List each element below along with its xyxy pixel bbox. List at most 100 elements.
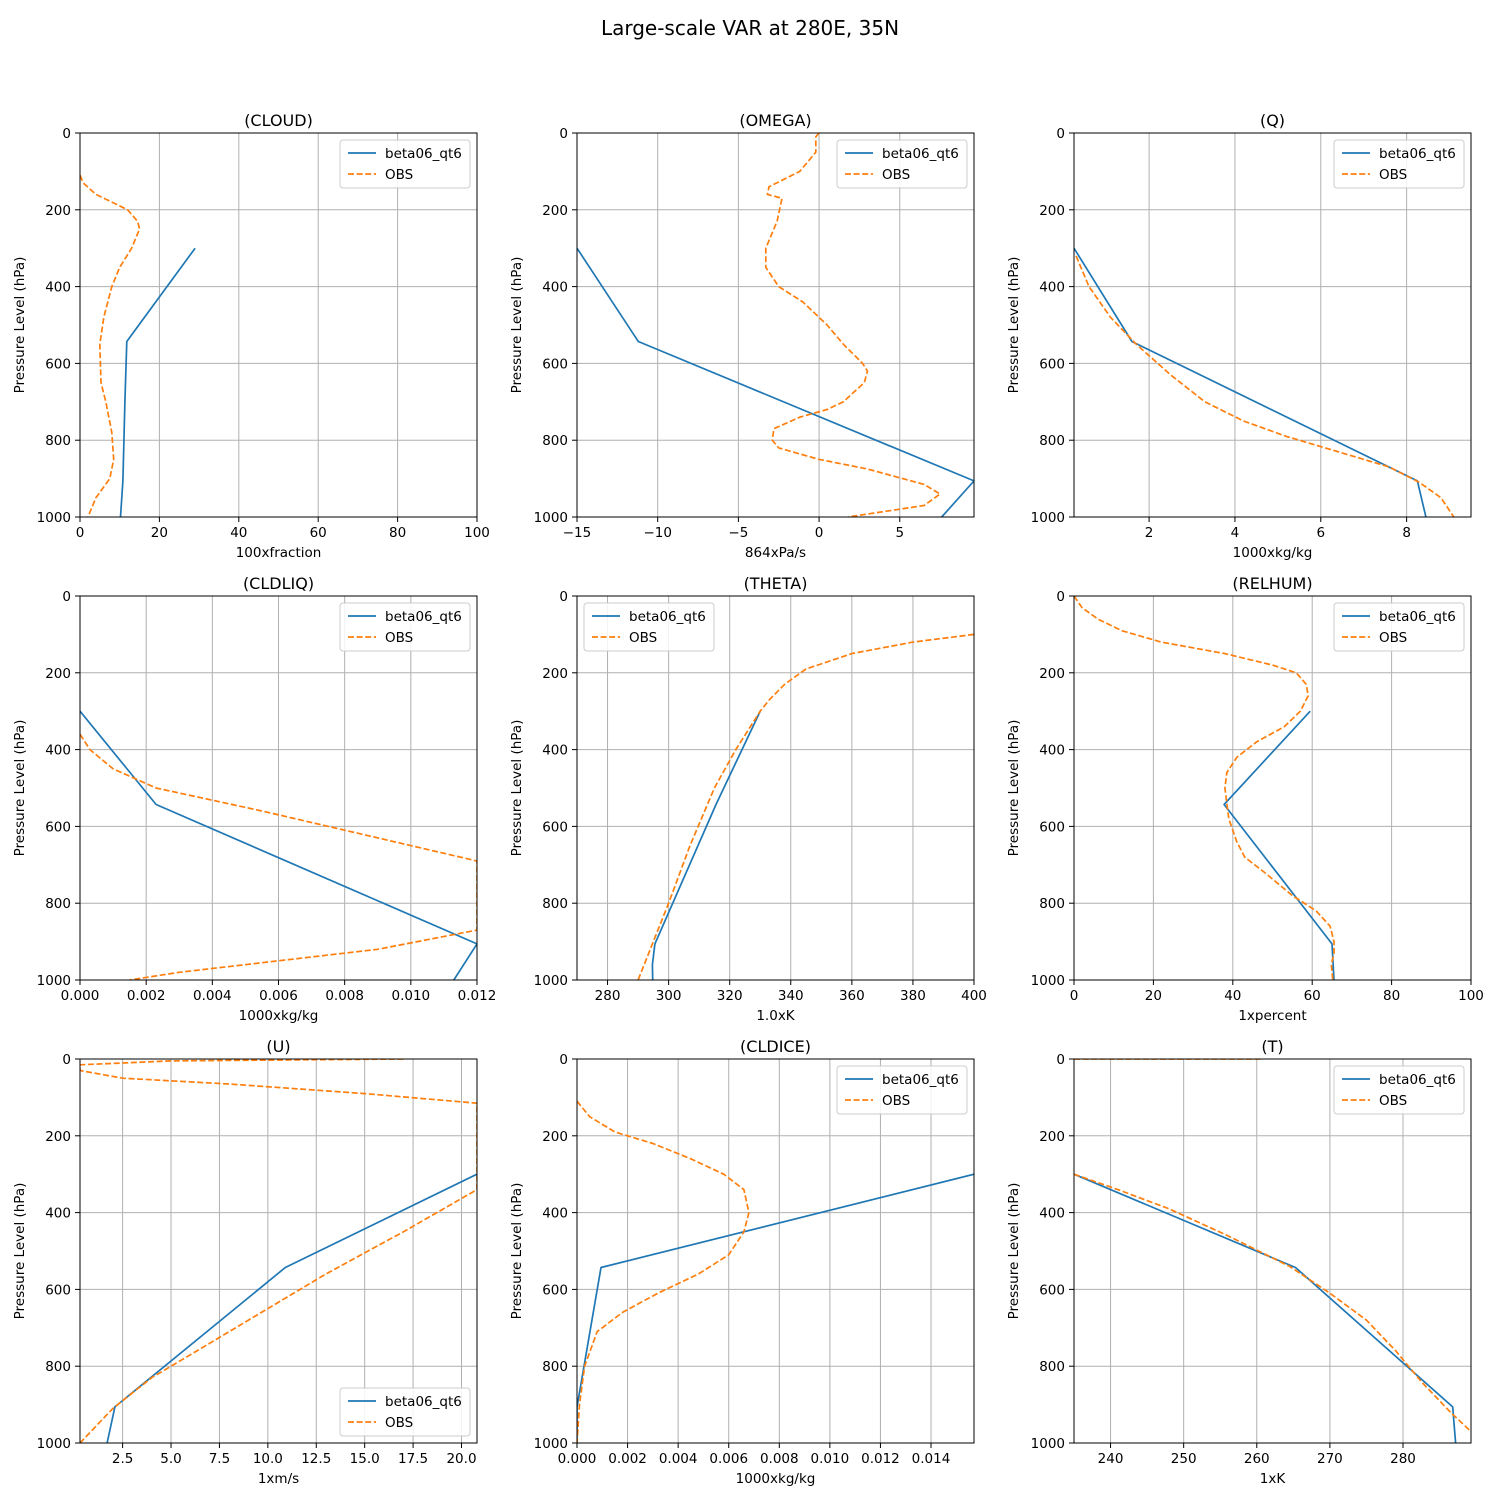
x-tick-label: 6 <box>1316 525 1325 541</box>
y-tick-label: 1000 <box>534 510 568 526</box>
series-line-beta06-qt6 <box>1074 247 1427 517</box>
x-tick-label: 100 <box>464 525 490 541</box>
x-tick-label: 4 <box>1231 525 1240 541</box>
y-tick-label: 600 <box>45 356 71 372</box>
y-tick-label: 400 <box>542 1206 568 1222</box>
x-tick-label: 60 <box>1304 988 1321 1004</box>
x-tick-label: 17.5 <box>398 1451 428 1467</box>
series-line-beta06-qt6 <box>577 1173 974 1443</box>
y-tick-label: 0 <box>1056 589 1065 605</box>
x-tick-label: 0 <box>815 525 824 541</box>
x-tick-label: 300 <box>656 988 682 1004</box>
series-line-beta06-qt6 <box>80 710 477 980</box>
legend-box <box>836 139 968 189</box>
y-tick-label: 0 <box>559 589 568 605</box>
y-tick-label: 1000 <box>534 1436 568 1452</box>
axes-frame <box>1073 1058 1472 1444</box>
x-tick-label: 0.000 <box>61 988 100 1004</box>
subplot: 240 250 260 270 280 0 200 400 600 800 1000 (T) 1xK Pr… <box>1006 1037 1472 1487</box>
series-group <box>80 710 477 980</box>
x-tick-label: 280 <box>595 988 621 1004</box>
x-axis-label: 1000xkg/kg <box>239 1008 319 1024</box>
series-line-obs <box>577 1100 750 1443</box>
y-tick-label: 0 <box>559 1052 568 1068</box>
subplot: 0 20 40 60 80 10002004006008001000(RELHUM)1xp… <box>1006 574 1484 1024</box>
subplot: −15 −10 −5 0 5 0 200 400 600 800 1000 (OMEGA) 864xPa… <box>509 111 975 561</box>
subplot-title: (OMEGA) <box>739 111 811 130</box>
x-tick-label: 80 <box>389 525 406 541</box>
y-tick-label: 0 <box>62 1052 71 1068</box>
legend-label: OBS <box>1379 167 1407 183</box>
y-tick-label: 400 <box>1039 743 1065 759</box>
series-group <box>1074 247 1455 517</box>
y-tick-label: 0 <box>62 126 71 142</box>
series-line-obs <box>80 733 477 980</box>
legend-box <box>583 602 715 652</box>
x-tick-label: 12.5 <box>301 1451 331 1467</box>
y-tick-label: 400 <box>1039 1206 1065 1222</box>
y-tick-label: 1000 <box>1031 973 1065 989</box>
x-tick-label: 5 <box>895 525 904 541</box>
subplot-title: (CLDICE) <box>740 1037 811 1056</box>
series-line-obs <box>80 1059 477 1443</box>
x-tick-label: 0.014 <box>912 1451 951 1467</box>
x-tick-label: 0.012 <box>861 1451 900 1467</box>
y-tick-label: 200 <box>542 666 568 682</box>
x-tick-label: 7.5 <box>209 1451 230 1467</box>
x-tick-label: 0.006 <box>709 1451 748 1467</box>
y-tick-label: 800 <box>1039 1359 1065 1375</box>
y-tick-label: 0 <box>559 126 568 142</box>
axes-frame <box>79 132 478 518</box>
y-tick-label: 400 <box>542 280 568 296</box>
y-tick-label: 800 <box>542 1359 568 1375</box>
x-tick-label: 340 <box>778 988 804 1004</box>
subplot: 0 20 40 60 80 10002004006008001000(CLOUD)100x… <box>12 111 490 561</box>
series-group <box>1074 596 1335 980</box>
series-line-obs <box>1074 596 1335 980</box>
legend-label: OBS <box>629 630 657 646</box>
series-group <box>1074 1059 1471 1443</box>
x-tick-label: 0.002 <box>127 988 166 1004</box>
x-tick-label: 20.0 <box>446 1451 476 1467</box>
legend-label: OBS <box>385 1415 413 1431</box>
x-axis-label: 1000xkg/kg <box>736 1471 816 1487</box>
subplot: 0.000 0.002 0.004 0.006 0.008 0.010 0.012 0.014… <box>509 1037 975 1487</box>
y-tick-label: 200 <box>542 203 568 219</box>
x-tick-label: 2 <box>1145 525 1154 541</box>
x-tick-label: 80 <box>1383 988 1400 1004</box>
series-line-obs <box>1075 255 1455 517</box>
x-tick-label: 5.0 <box>160 1451 181 1467</box>
series-line-obs <box>1074 1173 1471 1433</box>
x-tick-label: 0 <box>1070 988 1079 1004</box>
y-tick-label: 1000 <box>37 510 71 526</box>
y-tick-label: 800 <box>45 1359 71 1375</box>
legend-label: beta06_qt6 <box>882 146 959 162</box>
legend-label: beta06_qt6 <box>385 609 462 625</box>
y-tick-label: 800 <box>542 896 568 912</box>
y-tick-label: 800 <box>45 896 71 912</box>
subplot-title: (U) <box>266 1037 290 1056</box>
y-tick-label: 200 <box>45 666 71 682</box>
series-line-beta06-qt6 <box>106 1173 477 1443</box>
legend-box <box>339 139 471 189</box>
y-tick-label: 800 <box>45 433 71 449</box>
subplot: 2.5 5.0 7.5 10.0 12.5 15.0 17.5 20.0 0 200 400 600 8… <box>12 1037 478 1487</box>
y-tick-label: 1000 <box>1031 1436 1065 1452</box>
y-tick-label: 200 <box>1039 203 1065 219</box>
x-axis-label: 1xm/s <box>258 1471 299 1487</box>
x-tick-label: 260 <box>1244 1451 1270 1467</box>
x-tick-label: 0.008 <box>760 1451 799 1467</box>
x-tick-label: 320 <box>717 988 743 1004</box>
y-tick-label: 600 <box>1039 356 1065 372</box>
y-axis-label: Pressure Level (hPa) <box>1006 257 1022 394</box>
axes-frame <box>576 1058 975 1444</box>
x-tick-label: 0.012 <box>458 988 497 1004</box>
legend: beta06_qt6 OBS <box>1333 602 1465 652</box>
x-tick-label: −5 <box>728 525 748 541</box>
series-line-beta06-qt6 <box>577 247 974 517</box>
x-tick-label: 380 <box>900 988 926 1004</box>
legend-label: beta06_qt6 <box>629 609 706 625</box>
y-tick-label: 400 <box>45 280 71 296</box>
y-tick-label: 600 <box>45 1282 71 1298</box>
